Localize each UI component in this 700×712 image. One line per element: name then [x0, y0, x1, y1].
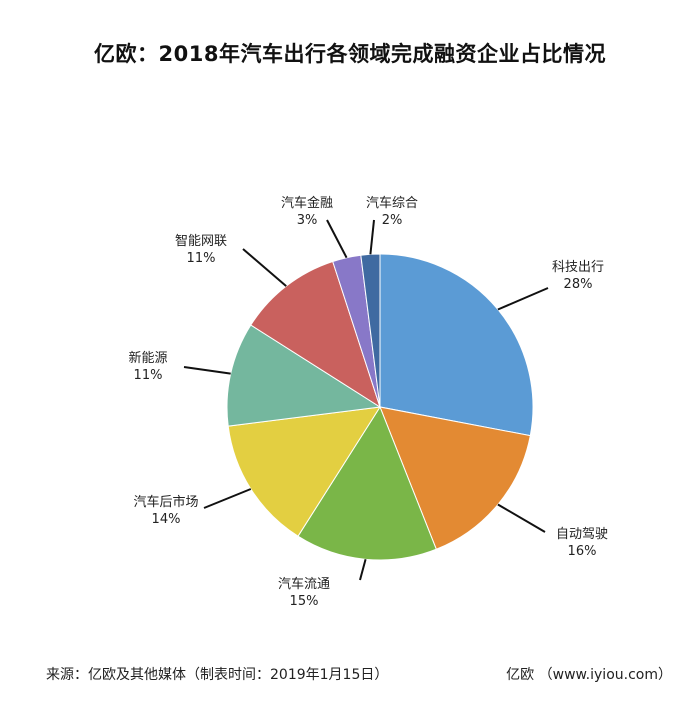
- slice-label-8: 汽车综合: [366, 195, 418, 211]
- slice-label-2: 自动驾驶: [556, 527, 608, 542]
- leader-line-8: [369, 219, 375, 255]
- slice-value-label-8: 2%: [382, 213, 403, 228]
- leader-line-4: [203, 488, 252, 509]
- pie-slice-2: [379, 406, 531, 550]
- leader-line-5: [183, 366, 231, 375]
- slice-value-label-2: 16%: [568, 544, 597, 559]
- pie-slice-5: [226, 324, 382, 427]
- slice-label-7: 汽车金融: [281, 195, 333, 211]
- leader-lines: [183, 219, 549, 581]
- leader-line-2: [497, 503, 546, 533]
- slice-value-label-7: 3%: [297, 213, 318, 228]
- slice-label-4: 汽车后市场: [133, 494, 198, 510]
- slice-label-6: 智能网联: [175, 234, 227, 249]
- slice-value-label-1: 28%: [564, 277, 593, 292]
- leader-line-1: [497, 287, 549, 311]
- slice-value-label-3: 15%: [290, 594, 319, 609]
- pie-slice-1: [379, 253, 534, 437]
- leader-line-6: [242, 248, 287, 287]
- slice-label-5: 新能源: [128, 350, 167, 366]
- slice-label-3: 汽车流通: [278, 576, 330, 592]
- pie-slice-8: [360, 253, 381, 408]
- slice-labels: 科技出行 28% 自动驾驶 16% 汽车流通 15% 汽车后市场 14% 新能源 11% 智能网联 1…: [128, 195, 608, 609]
- leader-line-7: [326, 219, 348, 259]
- pie-slice-4: [227, 406, 381, 537]
- slice-value-label-5: 11%: [134, 368, 163, 383]
- source-note: 来源：亿欧及其他媒体（制表时间：2019年1月15日）: [46, 667, 389, 683]
- brand-note: 亿欧 （www.iyiou.com）: [506, 667, 672, 683]
- slice-value-label-6: 11%: [187, 251, 216, 266]
- leader-line-3: [359, 559, 367, 581]
- chart-title: 亿欧：2018年汽车出行各领域完成融资企业占比情况: [94, 42, 606, 66]
- slice-value-label-4: 14%: [152, 512, 181, 527]
- slice-label-1: 科技出行: [552, 260, 604, 275]
- pie-slices: [226, 253, 534, 561]
- pie-slice-6: [250, 260, 381, 409]
